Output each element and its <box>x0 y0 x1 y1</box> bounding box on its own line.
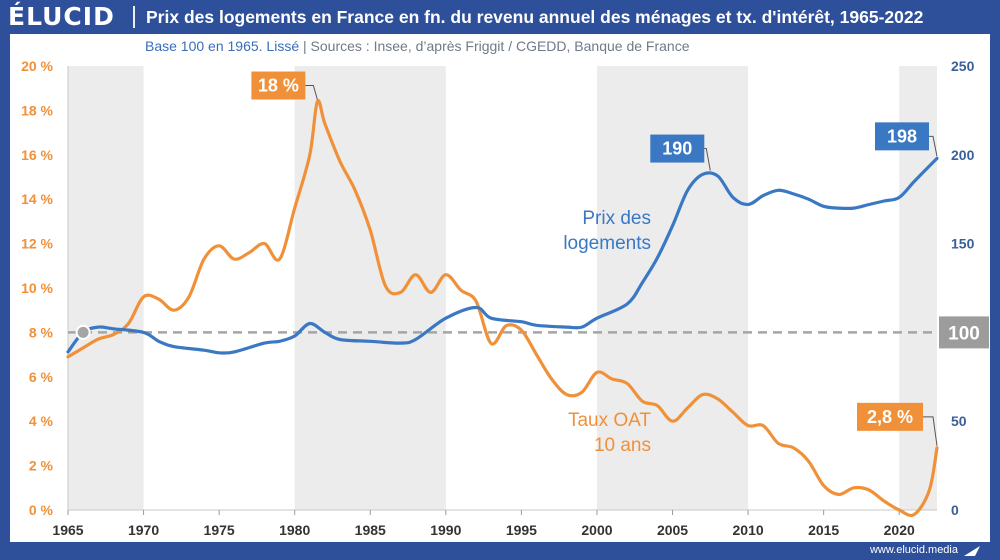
series-label-prix-line2: logements <box>563 233 651 254</box>
x-tick-label: 2020 <box>884 522 915 538</box>
y-left-tick-label: 6 % <box>29 369 54 385</box>
series-label-oat-line1: Taux OAT <box>568 410 651 431</box>
line-chart: 0 % 2 % 4 % 6 % 8 % 10 % 12 % 14 % 16 % 18 % 20 % 0… <box>21 58 989 538</box>
elucid-logo[interactable]: ÉLUCID <box>8 2 115 31</box>
callout-prix-198-box <box>875 122 929 151</box>
callout-oat-18-label: 18 % <box>258 76 299 96</box>
y-left-tick-label: 12 % <box>21 236 53 252</box>
paper-plane-icon <box>964 546 980 556</box>
y-left-tick-label: 8 % <box>29 324 54 340</box>
subtitle-separator: | <box>303 38 307 54</box>
y-left-tick-label: 18 % <box>21 102 53 118</box>
footer-url[interactable]: www.elucid.media <box>869 544 958 556</box>
x-tick-label: 2005 <box>657 522 688 538</box>
y-left-tick-label: 2 % <box>29 458 54 474</box>
x-tick-label: 1990 <box>430 522 461 538</box>
chart-title: Prix des logements en France en fn. du r… <box>146 7 924 27</box>
callout-oat-2-8-label: 2,8 % <box>867 407 913 427</box>
callout-oat-2-8-leader <box>923 416 938 446</box>
y-left-tick-label: 4 % <box>29 413 54 429</box>
x-tick-label: 1975 <box>204 522 235 538</box>
x-tick-label: 2015 <box>808 522 839 538</box>
subtitle-base: Base 100 en 1965. Lissé <box>145 38 300 54</box>
logo-separator <box>133 6 135 28</box>
callout-prix-198-label: 198 <box>887 126 917 146</box>
x-tick-label: 1970 <box>128 522 159 538</box>
y-left-tick-label: 14 % <box>21 191 53 207</box>
x-tick-label: 2010 <box>733 522 764 538</box>
chart-subtitle: Base 100 en 1965. Lissé | Sources : Inse… <box>145 38 690 54</box>
x-tick-label: 1995 <box>506 522 537 538</box>
callout-oat-18-box <box>251 71 306 100</box>
x-tick-label: 1965 <box>52 522 83 538</box>
decade-band <box>68 66 144 510</box>
decade-band <box>294 66 446 510</box>
series-label-prix-line1: Prix des <box>582 208 651 229</box>
callout-prix-190-label: 190 <box>662 139 692 159</box>
subtitle-sources: Sources : Insee, d’après Friggit / CGEDD… <box>310 38 690 54</box>
series-label-oat-line2: 10 ans <box>594 435 651 456</box>
callout-oat-18-leader <box>305 85 318 100</box>
y-right-tick-label: 150 <box>951 236 975 252</box>
series-line-prix-logements <box>66 156 939 355</box>
base-point-marker <box>75 324 91 340</box>
y-right-tick-label: 0 <box>951 502 959 518</box>
callout-prix-198-leader <box>929 135 938 157</box>
baseline-100-label: 100 <box>948 323 980 344</box>
series-line-taux-oat <box>66 98 939 518</box>
y-left-tick-label: 10 % <box>21 280 53 296</box>
y-left-tick-label: 16 % <box>21 147 53 163</box>
x-tick-label: 1985 <box>355 522 386 538</box>
y-right-tick-label: 200 <box>951 147 975 163</box>
baseline-100-badge <box>939 316 989 349</box>
y-right-tick-label: 50 <box>951 413 967 429</box>
x-tick-label: 2000 <box>581 522 612 538</box>
footer-bar: www.elucid.media <box>0 542 1000 560</box>
chart-panel: Base 100 en 1965. Lissé | Sources : Inse… <box>10 34 990 542</box>
y-right-tick-label: 250 <box>951 58 975 74</box>
callout-prix-190-box <box>650 134 705 163</box>
x-tick-label: 1980 <box>279 522 310 538</box>
y-left-tick-label: 20 % <box>21 58 53 74</box>
callout-oat-2-8-box <box>857 402 923 431</box>
y-left-tick-label: 0 % <box>29 502 54 518</box>
header-bar: ÉLUCID Prix des logements en France en f… <box>0 0 1000 34</box>
callout-prix-190-leader <box>704 148 711 171</box>
